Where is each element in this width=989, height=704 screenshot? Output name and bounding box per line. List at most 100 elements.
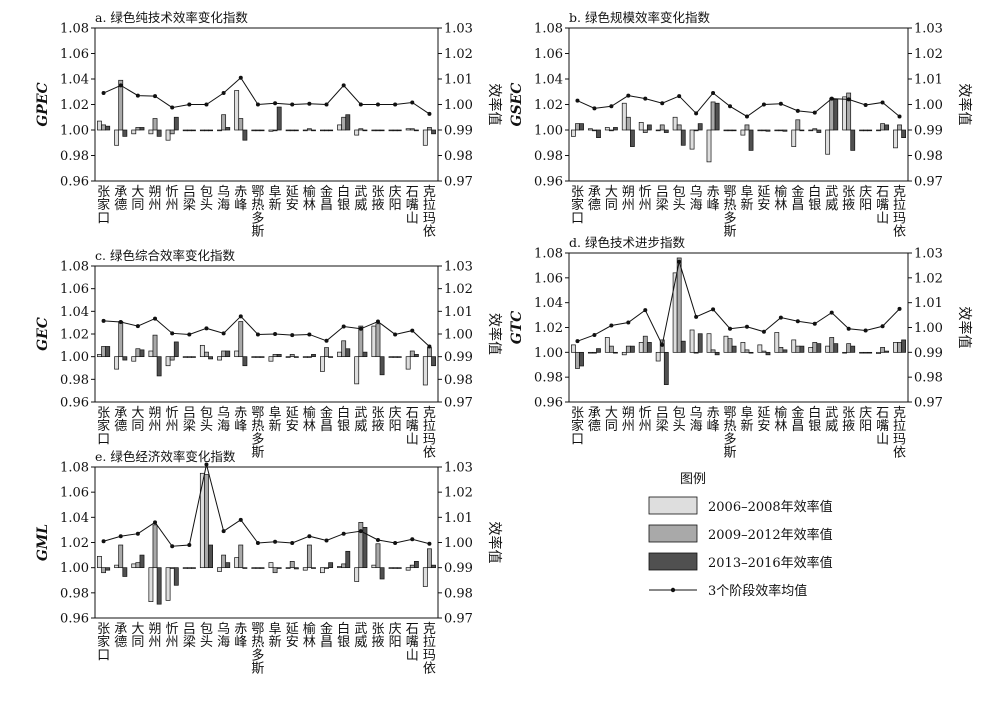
mean-point-19 — [427, 344, 432, 349]
bar-s2-13 — [795, 345, 801, 353]
bar-s3-13 — [799, 345, 805, 353]
mean-point-1 — [118, 319, 123, 324]
mean-point-4 — [643, 96, 648, 101]
y2-tick-label: 1.02 — [914, 47, 943, 62]
mean-point-2 — [135, 93, 140, 98]
chart-panel-b: b. 绿色规模效率变化指数 0.96 0.98 1.00 1.02 1.04 1.06 1.0… — [509, 10, 973, 240]
bar-s1-11 — [285, 129, 291, 132]
bar-s3-2 — [139, 127, 145, 131]
category-label-2: 大同 — [131, 622, 144, 650]
bar-s2-15 — [358, 522, 364, 569]
mean-line — [577, 92, 900, 118]
mean-point-13 — [795, 108, 800, 113]
bar-s1-13 — [791, 129, 797, 147]
bar-s3-19 — [431, 129, 436, 135]
mean-point-0 — [575, 98, 580, 103]
bar-s3-11 — [293, 567, 299, 570]
bar-s3-4 — [646, 342, 652, 353]
bar-s2-17 — [863, 351, 869, 354]
bar-s1-12 — [302, 356, 308, 358]
bar-s3-10 — [276, 354, 282, 358]
bar-s1-15 — [825, 129, 831, 155]
bar-s3-10 — [276, 567, 282, 569]
bar-s1-18 — [405, 356, 411, 370]
bar-s1-10 — [740, 342, 746, 353]
bar-s1-18 — [405, 128, 411, 131]
mean-point-17 — [863, 103, 868, 108]
bar-s1-14 — [337, 566, 342, 569]
y-tick-label: 1.06 — [60, 47, 89, 62]
y-tick-label: 1.04 — [534, 296, 563, 311]
bar-s1-15 — [354, 129, 360, 136]
category-label-3: 朔州 — [622, 185, 635, 213]
bar-s2-12 — [306, 356, 312, 358]
bar-s2-18 — [880, 123, 885, 131]
y-tick-label: 1.08 — [60, 22, 89, 37]
category-label-18: 石嘴山 — [406, 622, 419, 663]
category-label-11: 延安 — [286, 622, 299, 650]
mean-point-4 — [170, 105, 175, 110]
bar-s3-8 — [242, 356, 248, 367]
bar-s2-3 — [152, 334, 158, 358]
plot-frame — [94, 466, 439, 619]
bar-s1-9 — [723, 129, 729, 132]
mean-point-14 — [341, 83, 346, 88]
mean-point-9 — [255, 541, 260, 546]
category-label-14: 白银 — [337, 405, 350, 434]
category-label-4: 忻州 — [639, 406, 652, 434]
mean-point-17 — [863, 328, 868, 333]
bar-s1-11 — [757, 344, 763, 353]
y-tick-label: 0.96 — [60, 612, 89, 627]
mean-point-6 — [677, 259, 682, 264]
category-label-17: 庆阳 — [389, 622, 402, 650]
bar-s1-15 — [354, 356, 360, 385]
legend-marker-3 — [670, 587, 676, 593]
bar-s2-11 — [289, 354, 295, 358]
bar-s1-14 — [337, 124, 342, 131]
category-label-0: 张家口 — [97, 406, 110, 447]
bar-s1-5 — [182, 567, 188, 569]
category-label-7: 乌海 — [217, 405, 230, 434]
category-label-10: 阜新 — [740, 184, 753, 213]
bar-s1-8 — [234, 350, 240, 358]
y-tick-label: 0.96 — [60, 396, 89, 411]
bar-s1-9 — [251, 567, 257, 569]
bar-s1-3 — [621, 351, 627, 356]
bar-s1-17 — [859, 351, 864, 354]
category-label-10: 阜新 — [269, 405, 282, 434]
legend-swatch-0 — [648, 496, 698, 515]
bar-s1-13 — [320, 356, 325, 372]
bar-s3-17 — [867, 351, 873, 354]
bar-s1-0 — [571, 344, 576, 353]
mean-point-1 — [592, 332, 597, 337]
y2-tick-label: 1.03 — [444, 260, 473, 275]
mean-point-3 — [153, 94, 158, 99]
mean-point-11 — [290, 102, 295, 107]
bar-s2-2 — [608, 129, 614, 132]
bar-s3-9 — [259, 567, 265, 569]
bar-s1-12 — [302, 129, 308, 132]
category-label-16: 张掖 — [371, 622, 384, 650]
bar-s3-18 — [884, 350, 890, 353]
bar-s2-3 — [152, 524, 158, 569]
category-label-12: 榆林 — [774, 406, 787, 434]
bar-s1-1 — [114, 129, 120, 146]
bar-s1-10 — [740, 129, 746, 136]
bar-s3-5 — [663, 129, 669, 133]
plot-frame — [94, 265, 439, 403]
category-label-5: 吕梁 — [656, 185, 669, 213]
bar-s3-7 — [225, 350, 231, 358]
category-label-9: 鄂热多斯 — [724, 406, 737, 461]
bar-s1-2 — [131, 563, 137, 569]
bar-s1-19 — [893, 129, 898, 149]
bar-s3-6 — [208, 356, 213, 360]
bar-s1-3 — [148, 567, 154, 602]
bar-s2-10 — [744, 349, 750, 353]
category-label-6: 包头 — [673, 185, 686, 213]
category-label-13: 金昌 — [320, 621, 333, 650]
bar-s3-10 — [276, 106, 282, 131]
bar-s3-11 — [293, 129, 299, 132]
category-label-1: 承德 — [114, 622, 127, 650]
bar-s3-9 — [259, 356, 265, 358]
